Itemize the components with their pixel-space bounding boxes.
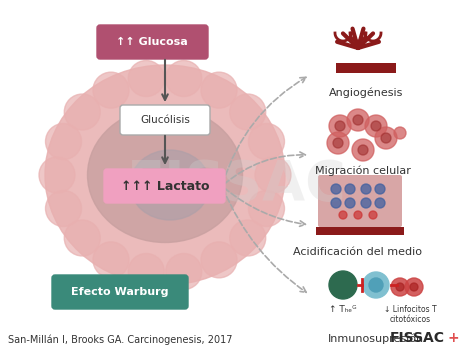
Circle shape: [365, 115, 387, 137]
Circle shape: [394, 127, 406, 139]
Circle shape: [166, 60, 202, 97]
Circle shape: [391, 278, 409, 296]
FancyBboxPatch shape: [120, 105, 210, 135]
Text: FISSAC: FISSAC: [390, 331, 445, 345]
Circle shape: [128, 253, 164, 290]
Circle shape: [230, 220, 266, 256]
FancyBboxPatch shape: [104, 169, 225, 203]
Text: Acidificación del medio: Acidificación del medio: [293, 247, 422, 257]
Circle shape: [381, 133, 391, 143]
Ellipse shape: [130, 150, 210, 220]
Circle shape: [64, 94, 100, 130]
Circle shape: [329, 271, 357, 299]
Circle shape: [93, 242, 129, 278]
Circle shape: [345, 184, 355, 194]
Circle shape: [255, 157, 291, 193]
Circle shape: [361, 198, 371, 208]
Circle shape: [327, 132, 349, 154]
Text: Glucólisis: Glucólisis: [140, 115, 190, 125]
Text: ↑ Tₕₑᴳ: ↑ Tₕₑᴳ: [329, 305, 357, 314]
Circle shape: [371, 121, 381, 131]
Circle shape: [405, 278, 423, 296]
Circle shape: [93, 72, 129, 108]
Circle shape: [46, 191, 82, 226]
Circle shape: [345, 198, 355, 208]
Text: Angiogénesis: Angiogénesis: [329, 88, 403, 99]
Text: ↑↑ Glucosa: ↑↑ Glucosa: [116, 37, 188, 47]
Circle shape: [375, 127, 397, 149]
Ellipse shape: [88, 107, 243, 243]
Text: Migración celular: Migración celular: [315, 166, 411, 177]
Circle shape: [358, 145, 368, 155]
Circle shape: [329, 115, 351, 137]
FancyBboxPatch shape: [318, 175, 402, 227]
Circle shape: [230, 94, 266, 130]
Text: FISSAC: FISSAC: [127, 158, 347, 212]
Circle shape: [363, 272, 389, 298]
Text: ↑↑↑ Lactato: ↑↑↑ Lactato: [121, 179, 209, 192]
Text: Inmunosupresión: Inmunosupresión: [328, 333, 424, 344]
Circle shape: [375, 184, 385, 194]
Text: ↓ Linfocitos T
citotóxicos: ↓ Linfocitos T citotóxicos: [383, 305, 436, 324]
Circle shape: [248, 191, 284, 226]
Circle shape: [361, 184, 371, 194]
Circle shape: [353, 115, 363, 125]
Text: San-Millán I, Brooks GA. Carcinogenesis, 2017: San-Millán I, Brooks GA. Carcinogenesis,…: [8, 335, 233, 345]
Bar: [336, 63, 396, 73]
Circle shape: [352, 139, 374, 161]
Circle shape: [347, 109, 369, 131]
Circle shape: [201, 242, 237, 278]
Circle shape: [46, 124, 82, 159]
Circle shape: [369, 211, 377, 219]
FancyBboxPatch shape: [52, 275, 188, 309]
Circle shape: [331, 184, 341, 194]
Circle shape: [339, 211, 347, 219]
Circle shape: [166, 253, 202, 290]
Circle shape: [375, 198, 385, 208]
Circle shape: [335, 121, 345, 131]
Circle shape: [410, 283, 418, 291]
Circle shape: [331, 198, 341, 208]
FancyBboxPatch shape: [97, 25, 208, 59]
Circle shape: [201, 72, 237, 108]
Text: +: +: [448, 331, 460, 345]
Text: Efecto Warburg: Efecto Warburg: [71, 287, 169, 297]
Circle shape: [333, 138, 343, 148]
Circle shape: [396, 283, 404, 291]
Ellipse shape: [45, 65, 285, 285]
Bar: [316, 227, 404, 235]
Circle shape: [248, 124, 284, 159]
Circle shape: [128, 60, 164, 97]
Circle shape: [64, 220, 100, 256]
Circle shape: [354, 211, 362, 219]
Circle shape: [39, 157, 75, 193]
Circle shape: [369, 278, 383, 292]
